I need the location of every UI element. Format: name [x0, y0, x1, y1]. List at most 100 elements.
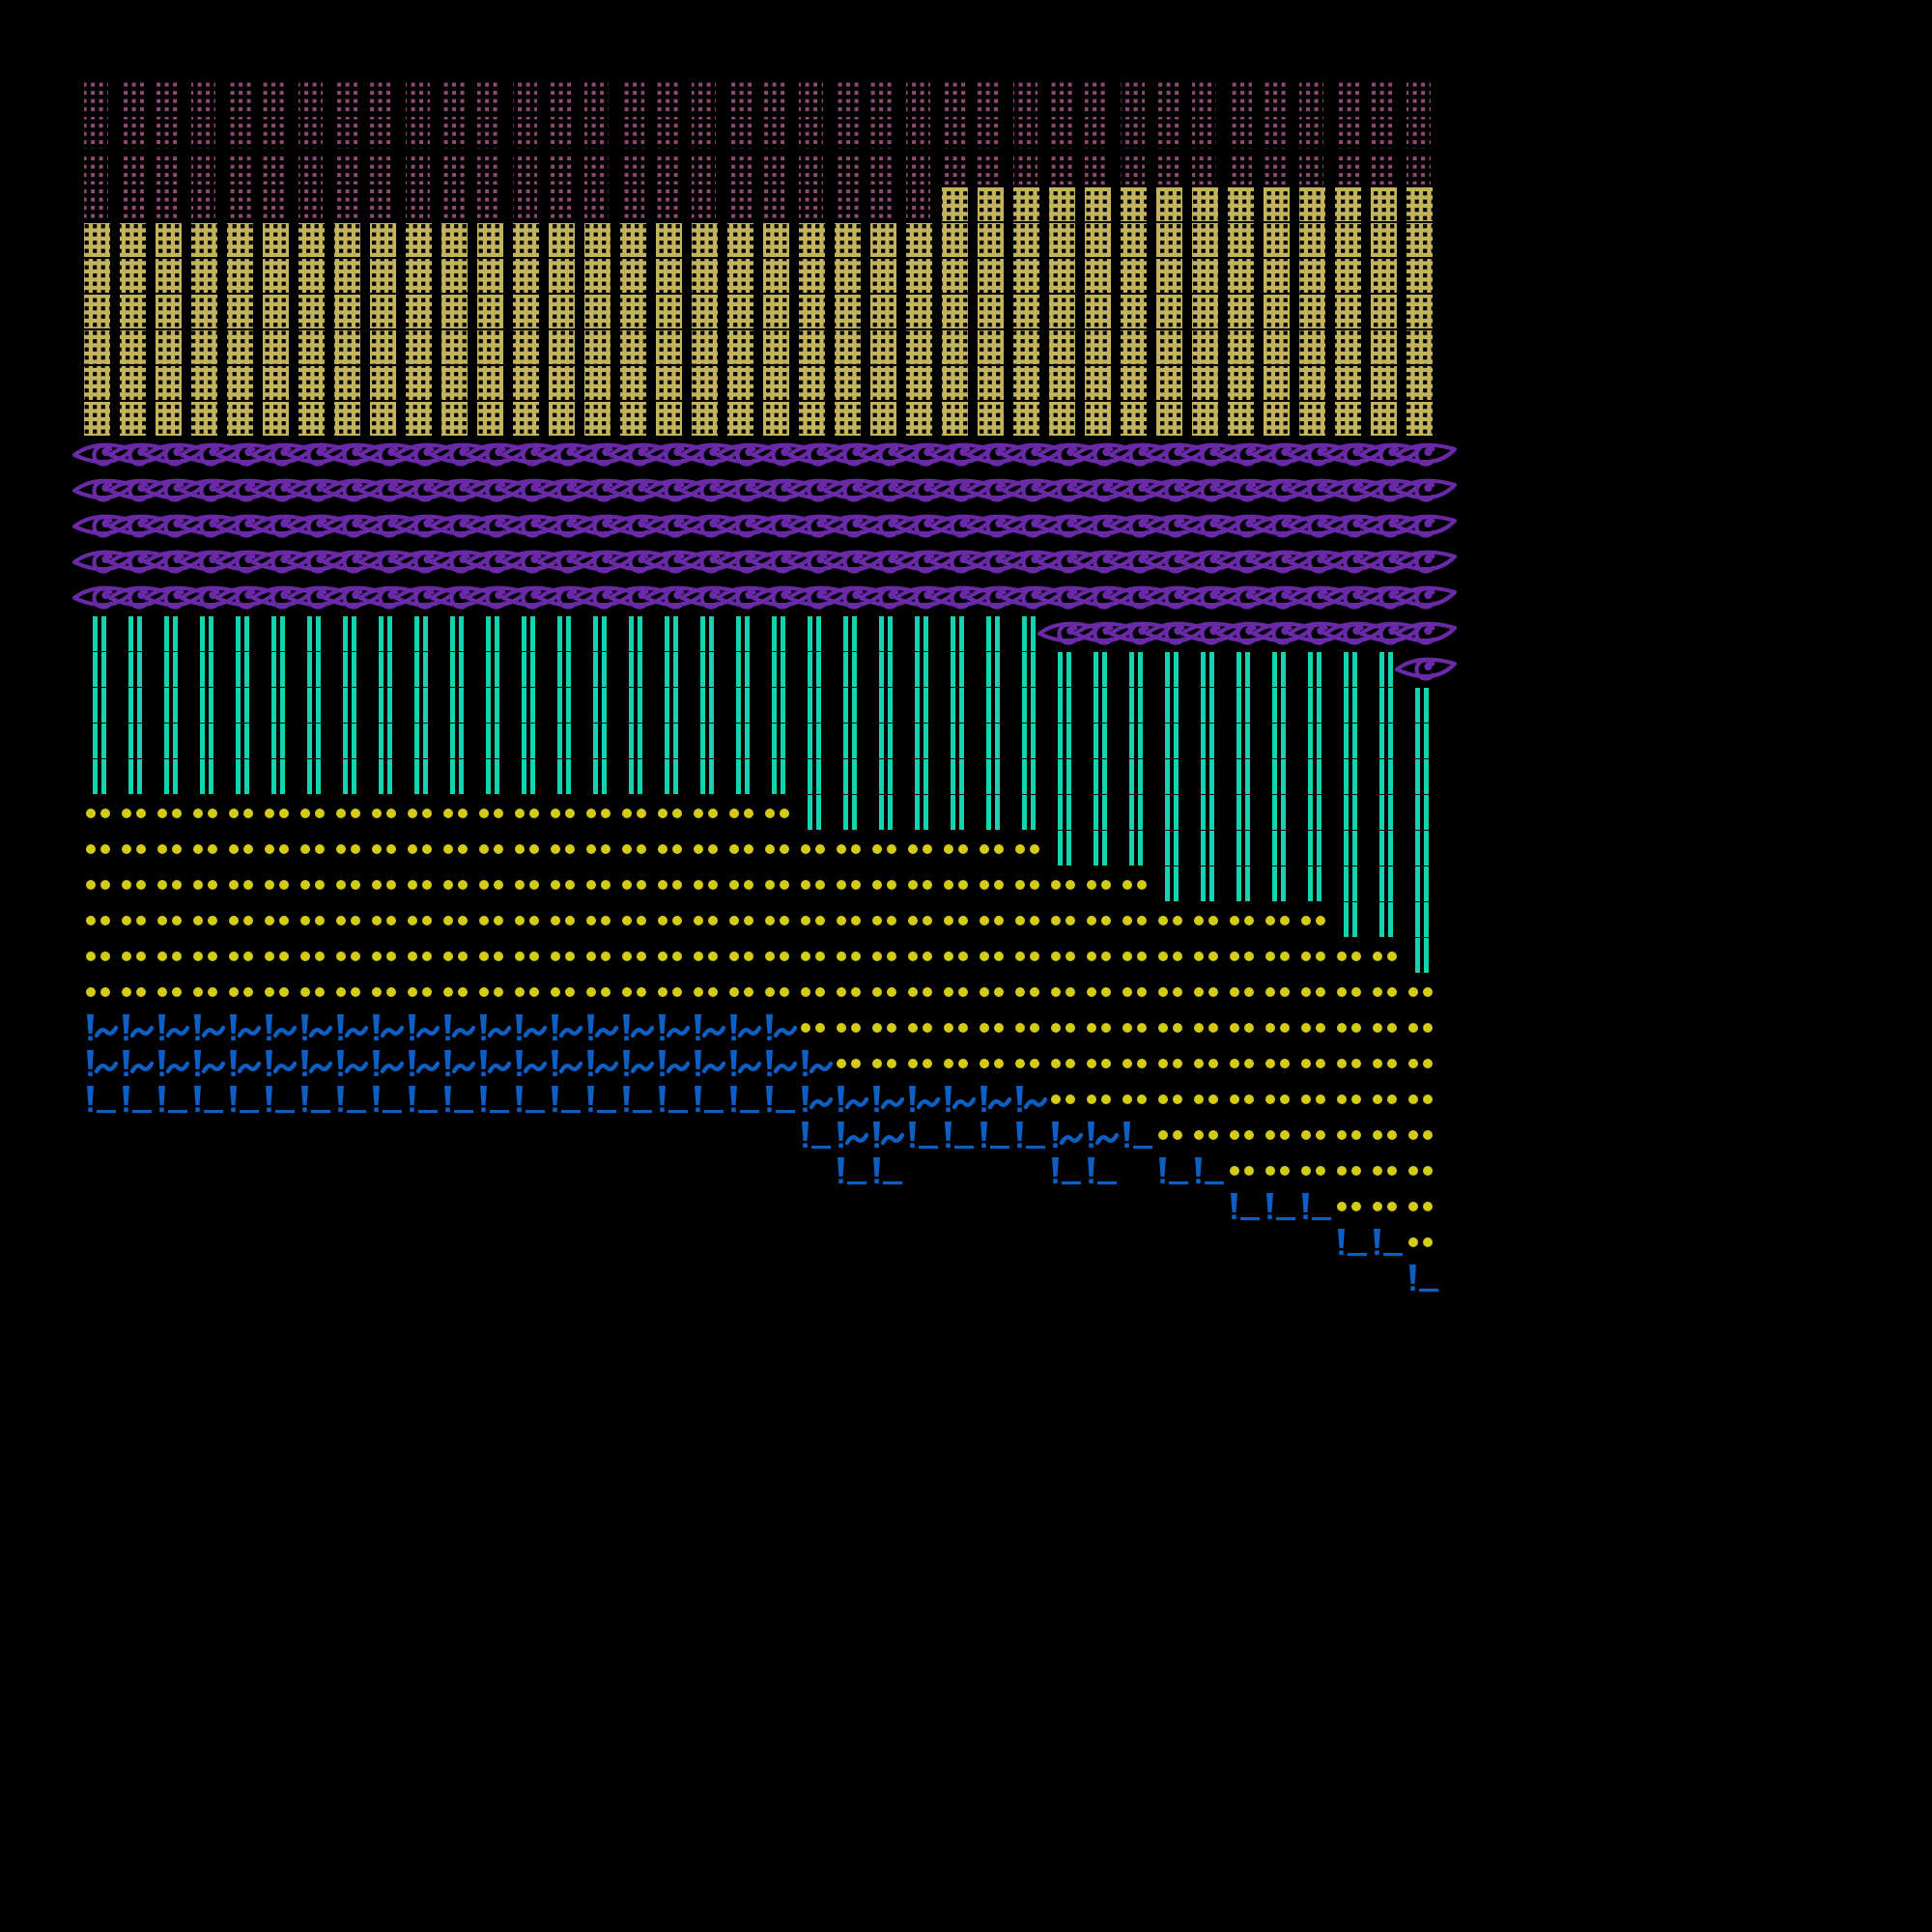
chart-column	[1179, 81, 1243, 1185]
bar-segment-khaki-woven-block	[84, 223, 110, 436]
chart-column	[357, 81, 421, 1114]
bar-segment-yellow-double-dot	[801, 844, 825, 1033]
bar-segment-yellow-double-dot	[872, 844, 896, 1068]
chart-column	[965, 81, 1029, 1150]
chart-column	[679, 81, 743, 1114]
bar-segment-blue-bang-tilde	[123, 1014, 155, 1114]
bar-segment-pink-dotted-block	[1335, 81, 1359, 185]
bar-segment-blue-bang-tilde	[516, 1014, 548, 1114]
bar-segment-yellow-double-dot	[1230, 916, 1254, 1176]
chart-column	[786, 81, 850, 1150]
bar-segment-pink-dotted-block	[120, 81, 144, 220]
bar-segment-blue-bang-tilde	[480, 1014, 512, 1114]
chart-column	[643, 81, 707, 1114]
chart-column	[536, 81, 600, 1114]
bar-segment-khaki-woven-block	[835, 223, 861, 436]
bar-segment-teal-double-pipe	[236, 616, 249, 794]
bar-segment-khaki-woven-block	[227, 223, 253, 436]
bar-segment-khaki-woven-block	[263, 223, 289, 436]
bar-segment-teal-double-pipe	[951, 616, 964, 830]
bar-segment-blue-bang-tilde	[1266, 1193, 1295, 1221]
bar-segment-teal-double-pipe	[1201, 652, 1214, 901]
bar-segment-blue-bang-tilde	[1016, 1086, 1048, 1150]
bar-segment-pink-dotted-block	[191, 81, 215, 220]
bar-segment-pink-dotted-block	[477, 81, 501, 220]
bar-segment-teal-double-pipe	[700, 616, 714, 794]
bar-segment-pink-dotted-block	[942, 81, 966, 185]
bar-segment-yellow-double-dot	[479, 809, 503, 997]
bar-segment-yellow-double-dot	[622, 809, 646, 997]
bar-segment-teal-double-pipe	[1129, 652, 1143, 866]
bar-segment-khaki-woven-block	[477, 223, 503, 436]
bar-segment-teal-double-pipe	[915, 616, 928, 830]
bar-segment-khaki-woven-block	[1371, 187, 1397, 436]
bar-segment-khaki-woven-block	[978, 187, 1004, 436]
chart-column	[500, 81, 564, 1114]
bar-segment-pink-dotted-block	[835, 81, 859, 220]
bar-segment-blue-bang-tilde	[230, 1014, 262, 1114]
bar-segment-pink-dotted-block	[227, 81, 251, 220]
bar-segment-khaki-woven-block	[1335, 187, 1361, 436]
bar-segment-blue-bang-tilde	[945, 1086, 977, 1150]
bar-segment-yellow-double-dot	[193, 809, 217, 997]
bar-segment-yellow-double-dot	[694, 809, 718, 997]
bar-segment-teal-double-pipe	[879, 616, 893, 830]
bar-segment-pink-dotted-block	[1192, 81, 1216, 185]
bar-segment-pink-dotted-block	[1371, 81, 1395, 185]
chart-column	[1394, 81, 1458, 1293]
chart-column	[107, 81, 171, 1114]
bar-segment-blue-bang-tilde	[158, 1014, 190, 1114]
bar-segment-khaki-woven-block	[799, 223, 825, 436]
bar-segment-yellow-double-dot	[1194, 916, 1218, 1140]
bar-segment-blue-bang-tilde	[1159, 1157, 1188, 1185]
bar-segment-blue-bang-tilde	[873, 1086, 905, 1185]
bar-segment-teal-double-pipe	[629, 616, 642, 794]
bar-segment-purple-eye	[1394, 442, 1458, 681]
bar-segment-khaki-woven-block	[1299, 187, 1325, 436]
bar-segment-yellow-double-dot	[408, 809, 432, 997]
bar-segment-teal-double-pipe	[1415, 688, 1429, 973]
bar-segment-blue-bang-tilde	[337, 1014, 369, 1114]
bar-segment-yellow-double-dot	[157, 809, 182, 997]
bar-segment-khaki-woven-block	[1192, 187, 1218, 436]
bar-segment-pink-dotted-block	[1049, 81, 1073, 185]
bar-segment-khaki-woven-block	[549, 223, 575, 436]
bar-segment-yellow-double-dot	[1408, 987, 1433, 1247]
bar-segment-pink-dotted-block	[156, 81, 180, 220]
chart-column	[894, 81, 957, 1150]
bar-segment-blue-bang-tilde	[552, 1014, 583, 1114]
bar-segment-teal-double-pipe	[1022, 616, 1036, 830]
bar-segment-teal-double-pipe	[1344, 652, 1357, 937]
bar-segment-khaki-woven-block	[1156, 187, 1182, 436]
bar-segment-pink-dotted-block	[1406, 81, 1431, 185]
bar-segment-blue-bang-tilde	[1338, 1229, 1367, 1257]
bar-segment-khaki-woven-block	[406, 223, 432, 436]
bar-segment-khaki-woven-block	[1085, 187, 1111, 436]
bar-segment-pink-dotted-block	[1156, 81, 1180, 185]
bar-segment-khaki-woven-block	[441, 223, 468, 436]
bar-segment-blue-bang-tilde	[266, 1014, 298, 1114]
bar-segment-blue-bang-tilde	[301, 1014, 333, 1114]
bar-segment-khaki-woven-block	[942, 187, 968, 436]
bar-segment-khaki-woven-block	[727, 223, 753, 436]
bar-segment-yellow-double-dot	[908, 844, 932, 1068]
bar-segment-teal-double-pipe	[843, 616, 857, 830]
bar-segment-blue-bang-tilde	[409, 1014, 440, 1114]
bar-segment-khaki-woven-block	[584, 223, 611, 436]
bar-segment-khaki-woven-block	[298, 223, 325, 436]
bar-segment-blue-bang-tilde	[980, 1086, 1012, 1150]
bar-segment-pink-dotted-block	[1264, 81, 1288, 185]
bar-segment-teal-double-pipe	[271, 616, 285, 794]
bar-segment-blue-bang-tilde	[1123, 1122, 1152, 1150]
bar-segment-pink-dotted-block	[298, 81, 323, 220]
bar-segment-pink-dotted-block	[549, 81, 573, 220]
bar-segment-yellow-double-dot	[1337, 952, 1361, 1211]
bar-segment-yellow-double-dot	[1301, 916, 1325, 1176]
chart-column	[393, 81, 457, 1114]
bar-segment-pink-dotted-block	[727, 81, 752, 220]
bar-segment-pink-dotted-block	[406, 81, 430, 220]
chart-column	[143, 81, 207, 1114]
bar-segment-teal-double-pipe	[772, 616, 785, 794]
bar-segment-teal-double-pipe	[450, 616, 464, 794]
